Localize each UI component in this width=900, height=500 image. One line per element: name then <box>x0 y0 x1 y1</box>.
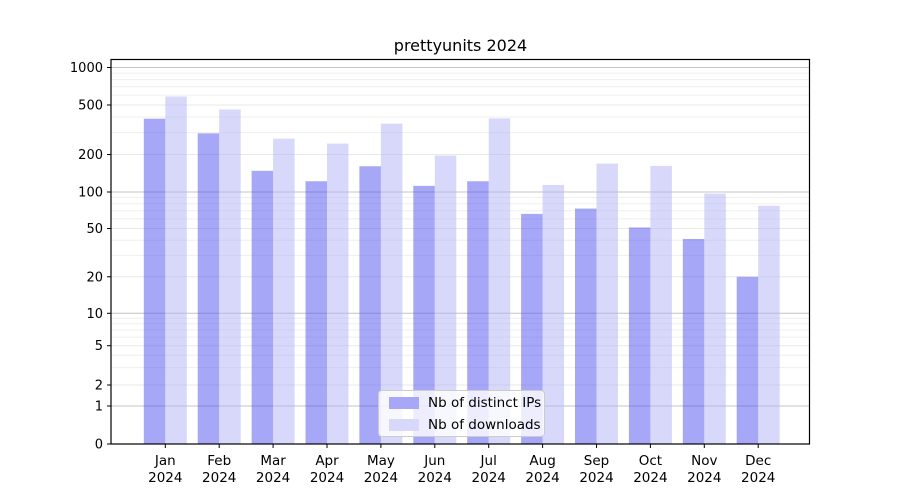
legend-item-downloads: Nb of downloads <box>389 417 544 433</box>
bar-downloads <box>434 155 457 444</box>
y-tick-label: 1 <box>95 400 103 415</box>
x-tick-label-year: 2024 <box>256 470 290 486</box>
x-tick-label-year: 2024 <box>202 470 236 486</box>
y-tick-label: 10 <box>86 307 103 322</box>
bar-distinct-ips <box>575 208 597 444</box>
x-tick-label-year: 2024 <box>633 470 667 486</box>
bar-downloads <box>650 165 672 444</box>
x-tick-label-year: 2024 <box>525 470 559 486</box>
y-tick-label: 2 <box>95 379 103 394</box>
x-tick-label-year: 2024 <box>148 470 182 486</box>
x-tick-label-month: Oct <box>639 453 662 469</box>
bar-downloads <box>596 163 618 444</box>
chart-title: prettyunits 2024 <box>393 36 528 55</box>
x-tick-label-year: 2024 <box>579 470 613 486</box>
bar-distinct-ips <box>521 213 543 444</box>
x-tick-label-month: Sep <box>584 453 609 469</box>
bar-distinct-ips <box>736 276 759 444</box>
legend: Nb of distinct IPs Nb of downloads <box>378 390 545 437</box>
bar-downloads <box>327 143 349 444</box>
legend-swatch <box>389 418 419 431</box>
x-tick-label-month: Dec <box>745 453 771 469</box>
bar-distinct-ips <box>305 181 327 444</box>
x-tick-label-month: Feb <box>207 453 231 469</box>
bar-distinct-ips <box>251 170 274 444</box>
bar-downloads <box>380 123 403 444</box>
plot-border <box>110 58 811 445</box>
y-tick-label: 200 <box>78 148 103 163</box>
x-tick-label-month: Nov <box>691 453 717 469</box>
bar-distinct-ips <box>359 166 381 444</box>
legend-swatch <box>389 396 419 409</box>
x-tick-label-year: 2024 <box>687 470 721 486</box>
bar-downloads <box>758 205 780 444</box>
bar-distinct-ips <box>467 181 489 444</box>
x-tick-label-year: 2024 <box>741 470 775 486</box>
bar-distinct-ips <box>628 227 651 444</box>
x-tick-label-month: Jan <box>154 453 176 469</box>
x-tick-label-month: Aug <box>529 453 555 469</box>
x-tick-label-year: 2024 <box>472 470 506 486</box>
bar-downloads <box>219 109 241 445</box>
bar-downloads <box>273 138 295 445</box>
legend-item-distinct-ips: Nb of distinct IPs <box>389 395 544 411</box>
bar-downloads <box>488 118 511 445</box>
x-tick-label-month: Jul <box>480 453 497 469</box>
bar-distinct-ips <box>682 238 705 444</box>
bar-downloads <box>165 96 187 444</box>
y-tick-label: 0 <box>95 438 103 453</box>
y-tick-label: 20 <box>86 270 103 285</box>
x-tick-label-year: 2024 <box>364 470 398 486</box>
y-tick-label: 500 <box>78 98 103 113</box>
bar-downloads <box>704 193 726 444</box>
legend-label-downloads: Nb of downloads <box>428 416 541 433</box>
y-tick-label: 100 <box>78 186 103 201</box>
x-tick-label-year: 2024 <box>310 470 344 486</box>
x-tick-label-year: 2024 <box>418 470 452 486</box>
y-tick-label: 50 <box>86 222 103 237</box>
x-tick-label-month: Apr <box>315 453 339 469</box>
bar-distinct-ips <box>413 185 435 444</box>
y-tick-label: 5 <box>95 339 103 354</box>
x-tick-label-month: Jun <box>423 453 445 469</box>
bar-distinct-ips <box>197 133 220 444</box>
bar-distinct-ips <box>143 118 166 444</box>
bar-downloads <box>542 184 565 444</box>
legend-label-distinct-ips: Nb of distinct IPs <box>428 394 542 411</box>
y-tick-label: 1000 <box>70 61 103 76</box>
x-tick-label-month: Mar <box>260 453 286 469</box>
x-tick-label-month: May <box>367 453 395 469</box>
